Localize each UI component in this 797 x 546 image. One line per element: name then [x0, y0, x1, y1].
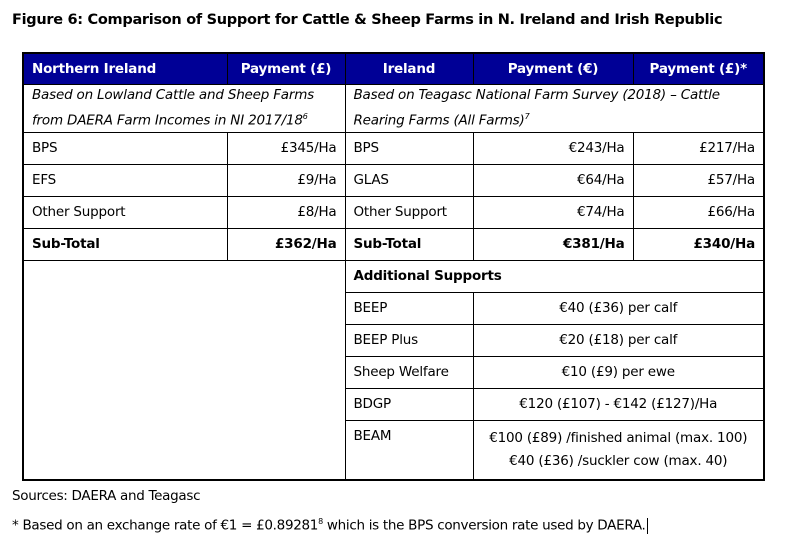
support-name: BDGP [344, 387, 474, 421]
ni-payment: £345/Ha [226, 131, 346, 165]
subtotal-row: Sub-Total £362/Ha Sub-Total €381/Ha £340… [22, 227, 765, 261]
ie-payment-eur: €64/Ha [472, 163, 634, 197]
ie-payment-gbp: £217/Ha [632, 131, 765, 165]
ie-description: Based on Teagasc National Farm Survey (2… [344, 84, 765, 133]
ie-description-text: Based on Teagasc National Farm Survey (2… [353, 87, 721, 129]
table-row: BEEP Plus €20 (£18) per calf [23, 323, 765, 357]
note-text-end: which is the BPS conversion rate used by… [322, 517, 646, 534]
support-value: €40 (£36) per calf [472, 291, 765, 325]
support-name: BEAM [344, 419, 474, 480]
ni-item: Other Support [22, 195, 228, 229]
ie-payment-eur: €74/Ha [472, 195, 634, 229]
figure-title: Figure 6: Comparison of Support for Catt… [12, 12, 723, 28]
ie-item: Other Support [344, 195, 474, 229]
ni-subtotal: £362/Ha [226, 227, 346, 261]
table-row: BEAM €100 (£89) /finished animal (max. 1… [23, 419, 765, 480]
ni-payment: £9/Ha [226, 163, 346, 197]
table-row: BDGP €120 (£107) - €142 (£127)/Ha [23, 387, 765, 421]
additional-supports-label: Additional Supports [344, 259, 765, 293]
support-value: €100 (£89) /finished animal (max. 100) €4… [472, 419, 765, 480]
header-payment-gbp-converted: Payment (£)* [632, 52, 765, 85]
ni-item: BPS [22, 131, 228, 165]
ie-item: BPS [344, 131, 474, 165]
ie-subtotal-eur: €381/Ha [472, 227, 634, 261]
table-row: BEEP €40 (£36) per calf [23, 291, 765, 325]
sources-note: Sources: DAERA and Teagasc [12, 488, 201, 504]
note-text: * Based on an exchange rate of €1 = £0.8… [12, 517, 319, 534]
header-row: Northern Ireland Payment (£) Ireland Pay… [22, 52, 765, 85]
support-value: €20 (£18) per calf [472, 323, 765, 357]
ie-subtotal-label: Sub-Total [344, 227, 474, 261]
text-cursor [646, 517, 648, 534]
header-payment-eur: Payment (€) [472, 52, 634, 85]
ie-item: GLAS [344, 163, 474, 197]
ni-item: EFS [22, 163, 228, 197]
support-name: BEEP [344, 291, 474, 325]
ie-payment-eur: €243/Ha [472, 131, 634, 165]
header-ireland: Ireland [344, 52, 474, 85]
exchange-rate-note: * Based on an exchange rate of €1 = £0.8… [12, 517, 648, 534]
ie-payment-gbp: £57/Ha [632, 163, 765, 197]
support-name: BEEP Plus [344, 323, 474, 357]
table-row: Sheep Welfare €10 (£9) per ewe [23, 355, 765, 389]
ie-payment-gbp: £66/Ha [632, 195, 765, 229]
header-northern-ireland: Northern Ireland [22, 52, 228, 85]
support-value: €10 (£9) per ewe [472, 355, 765, 389]
footnote-ref: 6 [302, 112, 308, 121]
ni-payment: £8/Ha [226, 195, 346, 229]
additional-header-row: Additional Supports [22, 259, 765, 480]
ni-subtotal-label: Sub-Total [22, 227, 228, 261]
ie-subtotal-gbp: £340/Ha [632, 227, 765, 261]
support-value: €120 (£107) - €142 (£127)/Ha [472, 387, 765, 421]
table-row: BPS £345/Ha BPS €243/Ha £217/Ha [22, 131, 765, 165]
description-row: Based on Lowland Cattle and Sheep Farms … [22, 84, 765, 133]
support-name: Sheep Welfare [344, 355, 474, 389]
empty-cell [22, 259, 346, 480]
table-row: Other Support £8/Ha Other Support €74/Ha… [22, 195, 765, 229]
ni-description-text: Based on Lowland Cattle and Sheep Farms … [32, 87, 314, 129]
footnote-ref: 7 [524, 112, 530, 121]
support-comparison-table: Northern Ireland Payment (£) Ireland Pay… [22, 52, 765, 481]
header-payment-gbp: Payment (£) [226, 52, 346, 85]
footnote-ref: 8 [318, 517, 323, 526]
beam-line-1: €100 (£89) /finished animal (max. 100) [489, 429, 748, 446]
ni-description: Based on Lowland Cattle and Sheep Farms … [22, 84, 346, 133]
table-row: EFS £9/Ha GLAS €64/Ha £57/Ha [22, 163, 765, 197]
beam-line-2: €40 (£36) /suckler cow (max. 40) [509, 452, 728, 469]
